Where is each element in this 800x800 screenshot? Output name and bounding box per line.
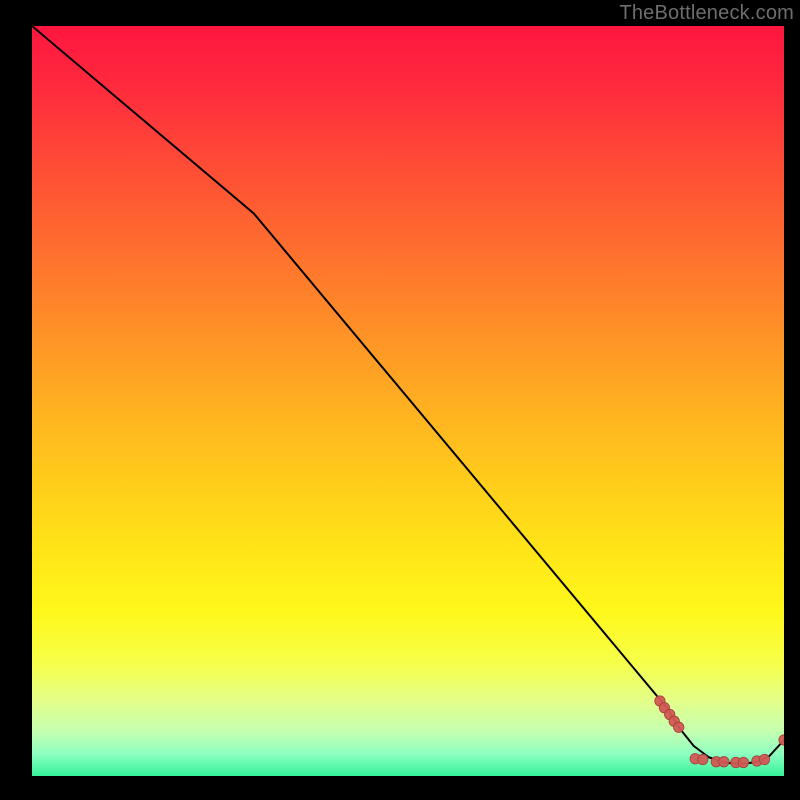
line-layer: [32, 26, 784, 776]
data-marker: [674, 722, 684, 732]
data-marker: [738, 757, 748, 767]
watermark-text: TheBottleneck.com: [619, 2, 794, 25]
data-marker: [719, 757, 729, 767]
data-marker: [759, 754, 769, 764]
bottleneck-line: [32, 26, 784, 764]
data-marker: [698, 754, 708, 764]
plot-area: [32, 26, 784, 776]
chart-container: TheBottleneck.com: [0, 0, 800, 800]
